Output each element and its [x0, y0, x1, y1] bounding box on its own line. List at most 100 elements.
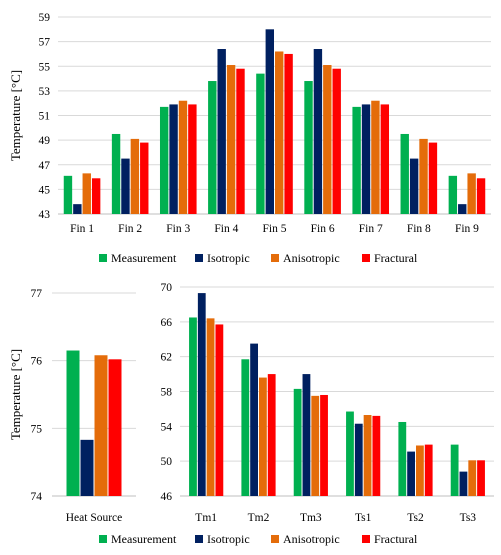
bar-isotropic-fin-8 — [409, 158, 419, 214]
bar-anisotropic-tm1 — [206, 318, 215, 496]
bar-measurement-ts2 — [398, 421, 407, 496]
legend-swatch — [271, 535, 279, 543]
bar-anisotropic-fin-5 — [275, 51, 284, 214]
y-tick-label: 62 — [161, 352, 173, 364]
x-tick-label: Fin 5 — [263, 223, 287, 235]
y-tick-label: 57 — [39, 37, 51, 49]
x-tick-label: Ts1 — [355, 512, 372, 524]
bar-fractural-tm3 — [320, 394, 328, 496]
bar-fractural-fin-3 — [188, 104, 197, 214]
bar-anisotropic-heat-source — [94, 355, 108, 496]
bar-anisotropic-tm3 — [311, 395, 320, 496]
legend-label: Measurement — [111, 251, 177, 265]
x-tick-label: Fin 8 — [407, 223, 431, 235]
legend-swatch — [362, 254, 370, 262]
x-tick-label: Fin 7 — [359, 223, 383, 235]
bar-measurement-fin-3 — [159, 106, 169, 214]
bar-measurement-ts3 — [450, 444, 459, 496]
y-axis-title: Temperature [°C] — [8, 349, 23, 440]
bar-isotropic-fin-6 — [313, 49, 323, 215]
bar-measurement-tm2 — [241, 359, 250, 496]
legend-item-isotropic: Isotropic — [195, 251, 250, 265]
bar-measurement-heat-source — [66, 350, 80, 496]
bar-measurement-fin-5 — [256, 73, 265, 214]
bar-measurement-fin-8 — [400, 133, 409, 214]
bar-measurement-fin-1 — [63, 175, 73, 214]
x-tick-label: Fin 2 — [118, 223, 142, 235]
bar-fractural-fin-6 — [332, 68, 341, 215]
y-tick-label: 76 — [31, 356, 43, 368]
bar-fractural-tm1 — [215, 324, 224, 496]
chart-3: 46 50 54 58 62 66 70 Tm1 Tm2 Tm3 Ts1 Ts2 Ts3 — [161, 282, 494, 524]
bar-fractural-tm2 — [267, 374, 276, 496]
legend-label: Isotropic — [207, 251, 250, 265]
bar-fractural-fin-7 — [380, 104, 390, 214]
bar-isotropic-fin-5 — [265, 29, 274, 214]
x-tick-label: Fin 3 — [166, 223, 190, 235]
bar-isotropic-heat-source — [80, 439, 94, 496]
bar-fractural-fin-2 — [140, 142, 149, 214]
bar-anisotropic-fin-2 — [130, 138, 140, 214]
y-tick-label: 49 — [39, 135, 51, 147]
bar-fractural-fin-1 — [91, 178, 101, 214]
y-tick-label: 50 — [161, 456, 173, 468]
x-tick-label: Ts3 — [460, 512, 477, 524]
x-tick-label: Tm3 — [300, 512, 322, 524]
legend-label: Measurement — [111, 532, 177, 546]
bar-isotropic-ts1 — [354, 423, 363, 496]
x-tick-label: Fin 4 — [214, 223, 238, 235]
bar-anisotropic-fin-9 — [467, 173, 476, 214]
bar-fractural-ts3 — [477, 460, 485, 496]
bar-anisotropic-fin-7 — [371, 100, 380, 214]
legend-swatch — [195, 535, 203, 543]
legend-label: Anisotropic — [283, 532, 340, 546]
bar-isotropic-tm1 — [197, 293, 206, 496]
y-tick-label: 77 — [31, 288, 43, 300]
bar-measurement-fin-2 — [111, 133, 121, 214]
legend-item-fractural: Fractural — [362, 251, 418, 265]
legend-item-measurement: Measurement — [99, 251, 177, 265]
bar-anisotropic-ts2 — [416, 445, 424, 496]
y-tick-label: 74 — [31, 491, 43, 503]
bar-fractural-fin-9 — [476, 178, 486, 214]
y-tick-label: 58 — [161, 387, 173, 399]
bar-isotropic-ts3 — [459, 471, 468, 496]
bar-anisotropic-fin-8 — [419, 138, 428, 214]
bar-measurement-fin-9 — [448, 175, 458, 214]
y-tick-label: 45 — [39, 184, 51, 196]
bar-anisotropic-fin-3 — [178, 100, 188, 214]
legend-item-measurement: Measurement — [99, 532, 177, 546]
bar-fractural-fin-4 — [236, 68, 245, 215]
y-tick-label: 43 — [39, 209, 51, 221]
bar-fractural-fin-8 — [428, 142, 438, 214]
bar-anisotropic-ts1 — [363, 415, 372, 496]
bar-isotropic-fin-3 — [169, 104, 178, 214]
bar-isotropic-fin-2 — [121, 158, 130, 214]
legend-swatch — [271, 254, 279, 262]
bar-measurement-fin-7 — [352, 106, 361, 214]
chart-1: 43 45 47 49 51 53 55 57 59 Fin 1 Fin 2 Fin 3 Fin 4 Fi… — [8, 12, 491, 235]
legend-item-isotropic: Isotropic — [195, 532, 250, 546]
legend-item-fractural: Fractural — [362, 532, 418, 546]
y-axis-title: Temperature [°C] — [8, 70, 23, 161]
bar-isotropic-fin-1 — [73, 204, 82, 214]
bar-measurement-tm3 — [293, 388, 302, 496]
bar-isotropic-fin-7 — [361, 104, 371, 214]
y-tick-label: 66 — [161, 317, 173, 329]
bar-anisotropic-tm2 — [259, 377, 267, 496]
x-tick-label: Fin 6 — [311, 223, 335, 235]
bar-anisotropic-ts3 — [468, 460, 477, 496]
bar-fractural-ts1 — [372, 415, 381, 496]
legend-swatch — [99, 254, 107, 262]
legend-label: Anisotropic — [283, 251, 340, 265]
y-tick-label: 70 — [161, 282, 173, 294]
legend-item-anisotropic: Anisotropic — [271, 532, 340, 546]
legend-item-anisotropic: Anisotropic — [271, 251, 340, 265]
bar-isotropic-tm3 — [302, 374, 311, 496]
chart-2: 74 75 76 77 Heat Source Temperature [°C] — [8, 288, 136, 524]
x-tick-label: Fin 9 — [455, 223, 479, 235]
legend-bottom: Measurement Isotropic Anisotropic Fractural — [99, 532, 418, 546]
bar-fractural-heat-source — [108, 359, 122, 496]
